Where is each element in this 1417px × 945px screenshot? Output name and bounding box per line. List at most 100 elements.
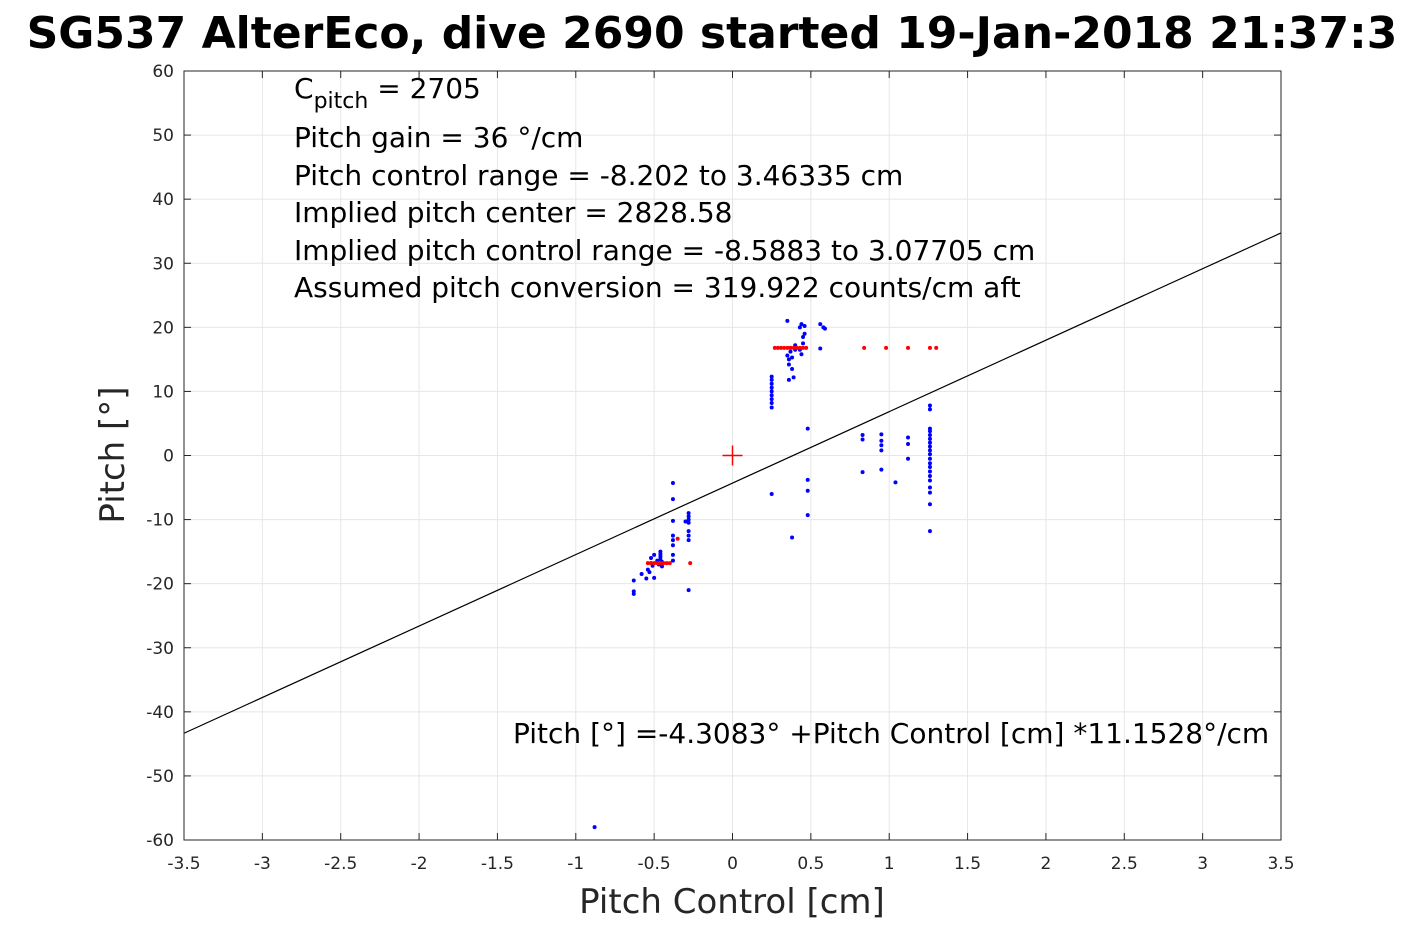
x-tick-label: -3.5	[167, 854, 200, 874]
chart-title: SG537 AlterEco, dive 2690 started 19-Jan…	[27, 8, 1398, 59]
cpitch-letter: C	[294, 72, 314, 105]
data-point	[670, 538, 675, 543]
data-point	[785, 345, 790, 350]
data-point	[927, 407, 932, 412]
data-point	[927, 485, 932, 490]
data-point	[790, 366, 795, 371]
data-point	[644, 576, 649, 581]
x-tick-label: -2	[411, 854, 428, 874]
data-point	[927, 474, 932, 479]
data-point	[686, 529, 691, 534]
data-point	[670, 543, 675, 548]
data-point	[683, 519, 688, 524]
data-point	[927, 440, 932, 445]
data-point	[769, 491, 774, 496]
data-point	[649, 561, 654, 566]
data-point	[790, 355, 795, 360]
data-point	[652, 561, 657, 566]
x-tick-label: -1.5	[481, 854, 514, 874]
data-point	[661, 561, 666, 566]
data-point	[794, 345, 799, 350]
data-point	[788, 349, 793, 354]
data-point	[804, 345, 809, 350]
data-point	[818, 322, 823, 327]
data-point	[670, 558, 675, 563]
data-point	[927, 403, 932, 408]
data-point	[769, 377, 774, 382]
fit-equation-annotation: Pitch [°] =-4.3083° +Pitch Control [cm] …	[513, 717, 1269, 750]
x-axis-label: Pitch Control [cm]	[579, 882, 885, 922]
data-point	[906, 441, 911, 446]
data-point	[769, 400, 774, 405]
data-point	[927, 432, 932, 437]
tick-marks	[183, 70, 1282, 841]
implied-pitch-center-annotation: Implied pitch center = 2828.58	[294, 196, 732, 229]
x-tick-label: 0.5	[797, 854, 824, 874]
data-point	[786, 362, 791, 367]
x-tick-label: -0.5	[638, 854, 671, 874]
data-point	[769, 389, 774, 394]
data-point	[805, 477, 810, 482]
data-point	[927, 444, 932, 449]
x-tick-label: -3	[254, 854, 271, 874]
x-tick-label: 2.5	[1111, 854, 1138, 874]
data-point	[631, 591, 636, 596]
data-point	[879, 467, 884, 472]
y-tick-label: -50	[146, 767, 174, 787]
y-tick-label: 40	[152, 190, 174, 210]
y-tick-label: -30	[146, 639, 174, 659]
data-point	[879, 443, 884, 448]
data-point	[785, 318, 790, 323]
data-point	[658, 549, 663, 554]
data-point	[927, 529, 932, 534]
data-point	[927, 436, 932, 441]
y-tick-label: 30	[152, 254, 174, 274]
data-point	[927, 456, 932, 461]
data-point	[791, 345, 796, 350]
y-tick-label: -40	[146, 703, 174, 723]
data-point	[785, 353, 790, 358]
data-point	[652, 575, 657, 580]
data-point	[927, 465, 932, 470]
y-tick-label: -60	[146, 831, 174, 851]
data-point	[799, 352, 804, 357]
data-point	[686, 511, 691, 516]
data-point	[906, 345, 911, 350]
data-point	[799, 322, 804, 327]
center-marker-layer	[722, 445, 743, 466]
data-point	[659, 564, 664, 569]
data-point	[805, 488, 810, 493]
data-point	[670, 518, 675, 523]
data-point	[686, 517, 691, 522]
data-point	[879, 448, 884, 453]
data-point	[927, 461, 932, 466]
data-point	[631, 578, 636, 583]
x-tick-label: 0	[727, 854, 738, 874]
data-point	[801, 334, 806, 339]
data-point	[769, 385, 774, 390]
y-tick-label: 10	[152, 382, 174, 402]
data-point	[927, 502, 932, 507]
data-point	[927, 452, 932, 457]
data-point	[791, 375, 796, 380]
data-point	[879, 438, 884, 443]
data-point	[769, 397, 774, 402]
data-point	[790, 535, 795, 540]
cpitch-annotation: Cpitch = 2705	[294, 72, 481, 114]
x-tick-label: -2.5	[324, 854, 357, 874]
data-point	[788, 345, 793, 350]
data-point	[927, 345, 932, 350]
data-point	[862, 345, 867, 350]
x-tick-label: 1.5	[954, 854, 981, 874]
data-point	[802, 324, 807, 329]
y-tick-label: -10	[146, 511, 174, 531]
data-point	[675, 536, 680, 541]
data-points	[592, 318, 939, 830]
data-point	[658, 561, 663, 566]
data-point	[893, 480, 898, 485]
data-point	[670, 533, 675, 538]
data-point	[639, 572, 644, 577]
data-point	[769, 405, 774, 410]
data-point	[860, 470, 865, 475]
